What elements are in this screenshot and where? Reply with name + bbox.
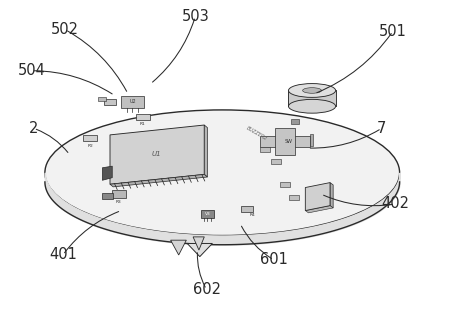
Polygon shape: [110, 174, 207, 187]
Bar: [310, 134, 313, 146]
Text: R3: R3: [116, 200, 122, 204]
Text: 601: 601: [260, 252, 288, 267]
Text: 2: 2: [29, 121, 38, 136]
Bar: [275, 128, 295, 155]
Text: 602: 602: [193, 282, 220, 297]
Text: R1: R1: [140, 122, 145, 126]
Polygon shape: [330, 183, 333, 208]
Text: 401: 401: [49, 247, 77, 263]
Text: 502: 502: [51, 22, 79, 37]
Text: 501: 501: [379, 24, 407, 39]
Bar: [271, 159, 281, 164]
Text: R2: R2: [88, 144, 93, 148]
Bar: [291, 119, 299, 124]
Text: V3: V3: [205, 212, 210, 215]
Text: U2: U2: [129, 99, 136, 104]
Bar: [241, 206, 253, 212]
Bar: [260, 147, 270, 152]
Ellipse shape: [303, 88, 321, 93]
Bar: [136, 114, 150, 120]
Text: 402: 402: [381, 196, 409, 212]
Text: 503: 503: [181, 9, 209, 24]
Bar: [288, 90, 335, 106]
Ellipse shape: [288, 84, 335, 97]
Bar: [102, 193, 113, 199]
Text: 504: 504: [18, 63, 45, 78]
Bar: [260, 136, 310, 147]
Bar: [104, 99, 116, 105]
Polygon shape: [204, 125, 207, 177]
Text: SW: SW: [285, 139, 293, 144]
Bar: [280, 182, 290, 187]
Polygon shape: [305, 206, 333, 213]
Bar: [121, 96, 144, 108]
Ellipse shape: [45, 110, 400, 236]
Bar: [83, 135, 97, 141]
Text: U1: U1: [151, 151, 161, 157]
Text: R4: R4: [250, 214, 255, 217]
Polygon shape: [305, 183, 330, 211]
Bar: [201, 210, 214, 218]
Bar: [289, 195, 299, 200]
Ellipse shape: [288, 99, 335, 113]
Polygon shape: [110, 125, 204, 184]
Polygon shape: [171, 240, 186, 255]
Text: 7: 7: [377, 121, 386, 136]
Bar: [112, 190, 126, 198]
Polygon shape: [193, 237, 204, 250]
Bar: [98, 97, 106, 101]
Text: BUZZER2: BUZZER2: [246, 125, 268, 141]
Polygon shape: [102, 166, 112, 180]
Polygon shape: [187, 243, 212, 257]
